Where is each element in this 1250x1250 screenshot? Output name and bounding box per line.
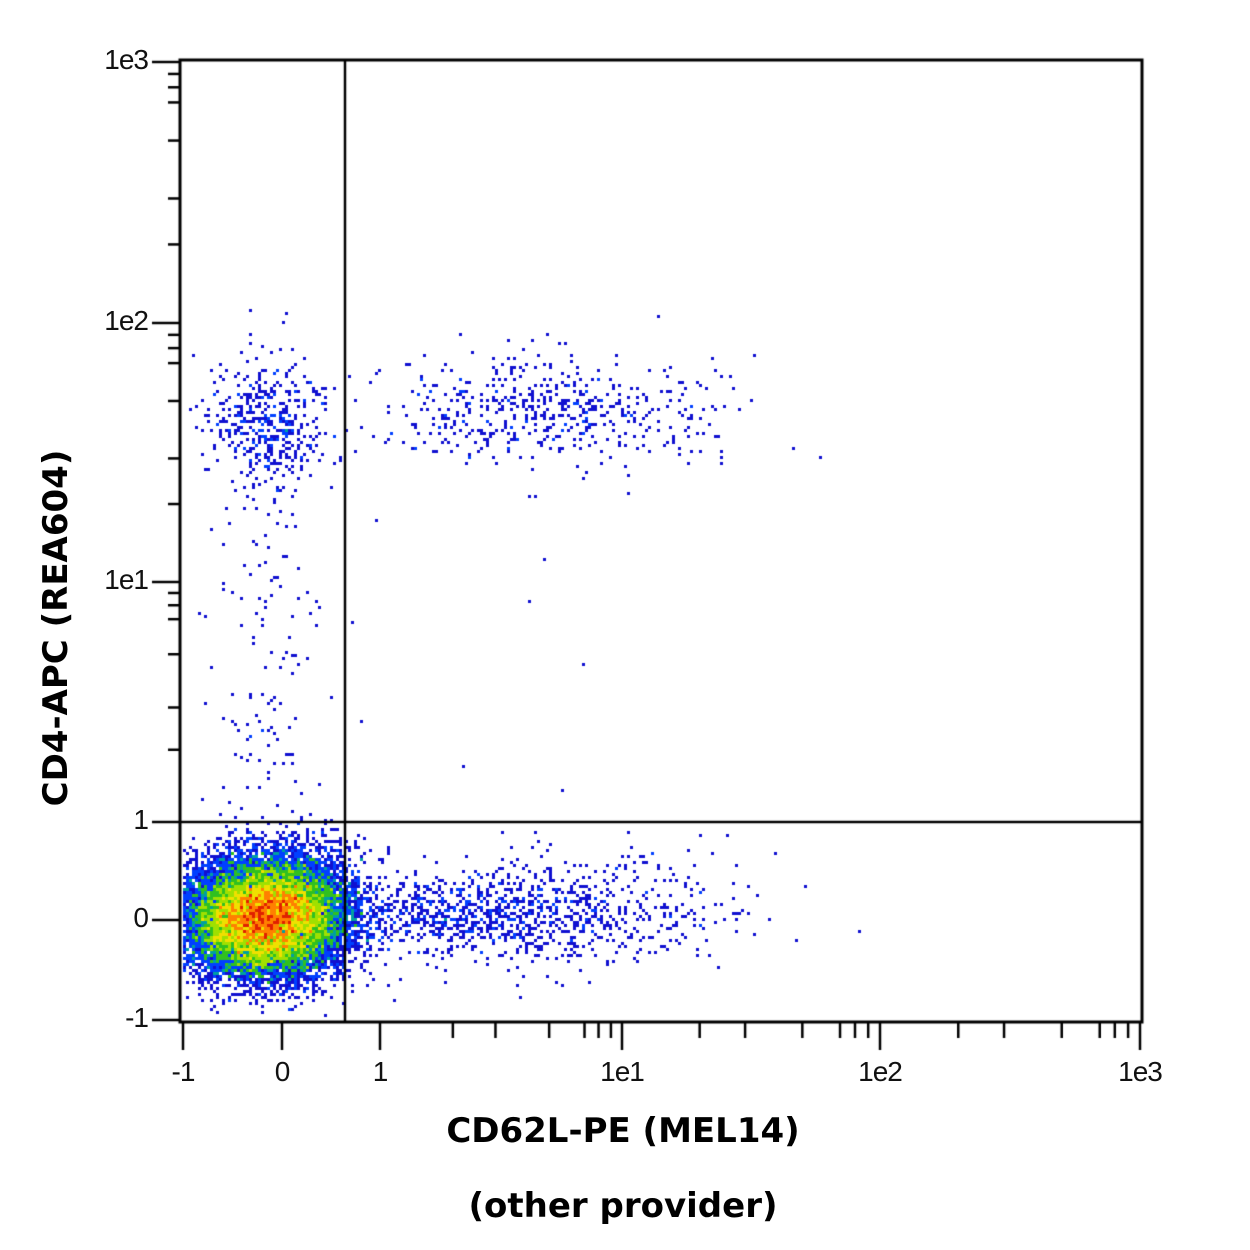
y-tick-label: -1 [125, 1002, 149, 1033]
y-tick-label: 1e1 [104, 564, 149, 595]
y-tick-label: 1e3 [104, 44, 149, 75]
y-tick-label: 0 [133, 902, 149, 933]
x-axis-subtitle: (other provider) [468, 1186, 778, 1226]
x-axis-title: CD62L-PE (MEL14) [446, 1111, 800, 1151]
y-axis-title: CD4-APC (REA604) [36, 449, 76, 807]
x-tick-label: 0 [274, 1056, 291, 1087]
y-tick-label: 1e2 [104, 305, 149, 336]
x-tick-label: -1 [171, 1056, 196, 1087]
y-tick-label: 1 [133, 804, 149, 835]
x-tick-label: 1 [372, 1056, 389, 1087]
x-tick-label: 1e3 [1118, 1056, 1163, 1087]
x-tick-label: 1e1 [600, 1056, 645, 1087]
x-tick-label: 1e2 [858, 1056, 903, 1087]
